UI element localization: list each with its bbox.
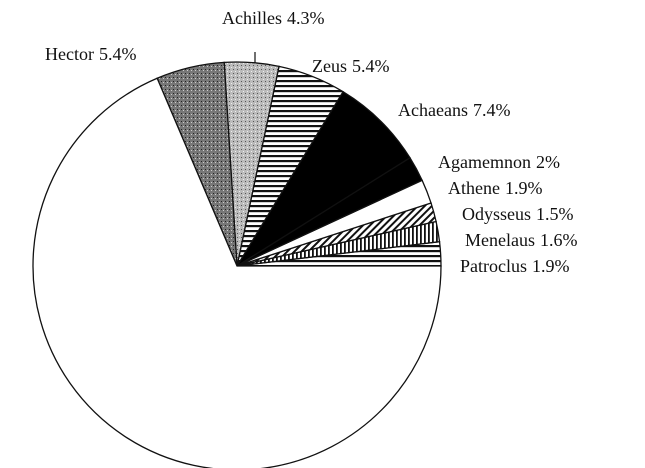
slice-label: Achilles 4.3% — [222, 8, 325, 28]
slice-value: 5.4% — [99, 44, 137, 64]
slice-value: 5.4% — [352, 56, 390, 76]
slice-value: 2% — [536, 152, 560, 172]
slice-value: 1.9% — [532, 256, 570, 276]
slice-label: Agamemnon 2% — [438, 152, 560, 172]
slice-label: Hector 5.4% — [45, 44, 136, 64]
pie-slice — [32, 77, 442, 468]
slice-label: Patroclus 1.9% — [460, 256, 570, 276]
slice-name: Odysseus — [462, 204, 531, 224]
slice-name: Achilles — [222, 8, 282, 28]
slice-name: Athene — [448, 178, 500, 198]
slice-name: Achaeans — [398, 100, 468, 120]
slice-name: Agamemnon — [438, 152, 531, 172]
slice-label: Odysseus 1.5% — [462, 204, 574, 224]
slice-name: Hector — [45, 44, 94, 64]
slice-value: 7.4% — [473, 100, 511, 120]
slice-value: 1.5% — [536, 204, 574, 224]
slice-name: Patroclus — [460, 256, 527, 276]
slice-name: Zeus — [312, 56, 347, 76]
slice-label: Menelaus 1.6% — [465, 230, 577, 250]
slice-label: Athene 1.9% — [448, 178, 542, 198]
slice-value: 1.6% — [540, 230, 578, 250]
slice-value: 1.9% — [505, 178, 543, 198]
slice-label: Achaeans 7.4% — [398, 100, 510, 120]
slice-name: Menelaus — [465, 230, 535, 250]
slice-value: 4.3% — [287, 8, 325, 28]
slice-label: Zeus 5.4% — [312, 56, 390, 76]
